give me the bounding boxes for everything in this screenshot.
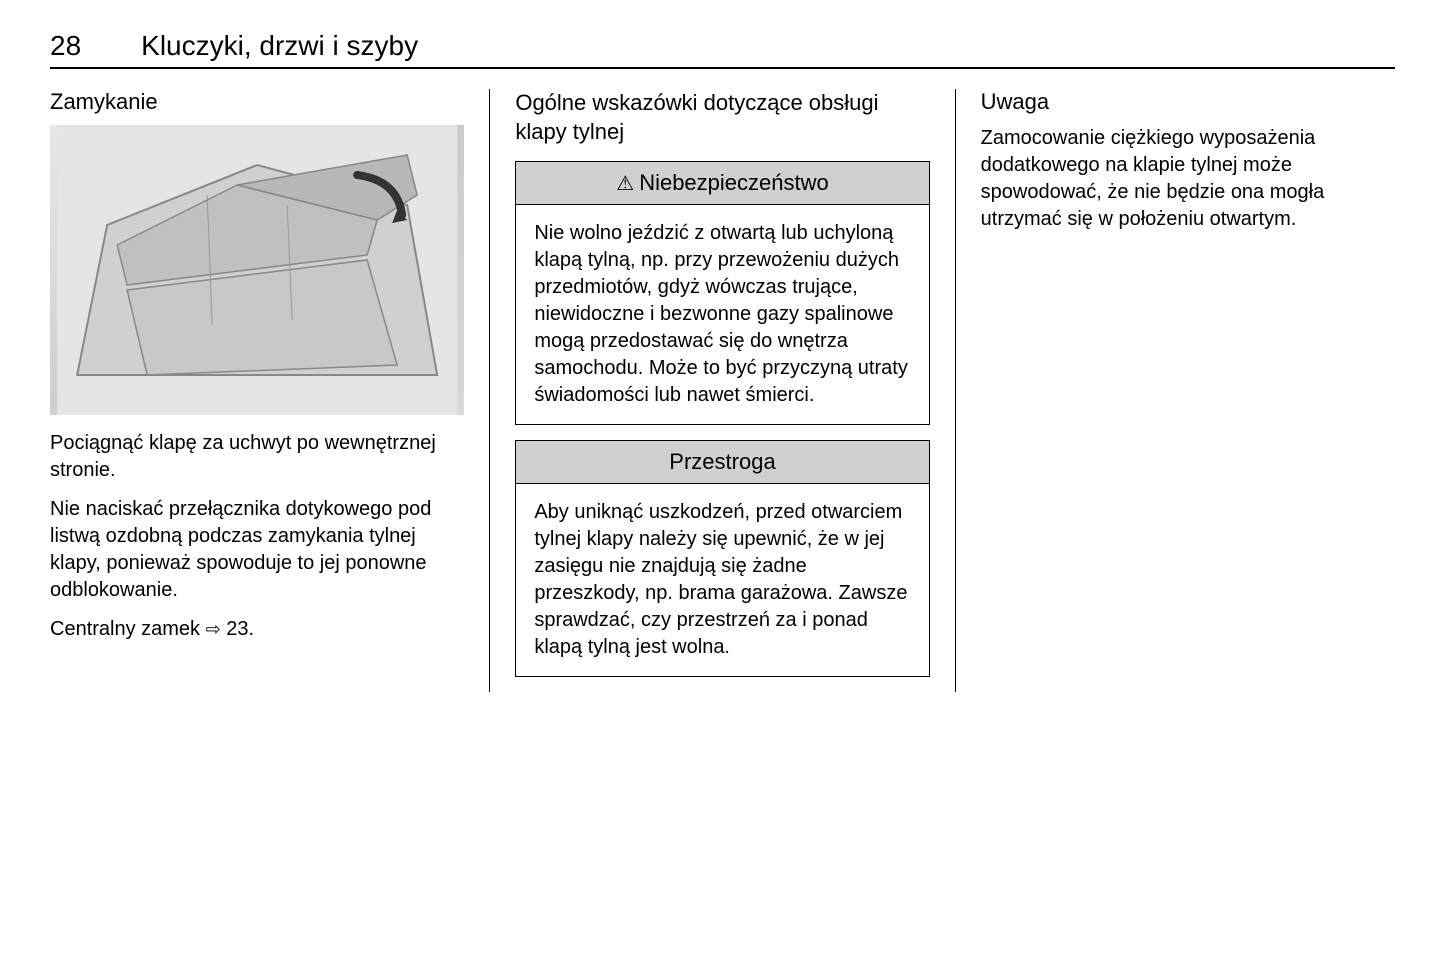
car-trunk-svg: [50, 125, 464, 415]
danger-box: ⚠Niebezpieczeństwo Nie wolno jeździć z o…: [515, 161, 929, 425]
caution-box-body: Aby uniknąć uszkodzeń, przed otwarciem t…: [516, 484, 928, 676]
col1-para2: Nie naciskać przełącznika dotykowego pod…: [50, 496, 464, 604]
danger-title: Niebezpieczeństwo: [639, 170, 829, 196]
col1-para3-prefix: Centralny zamek: [50, 618, 206, 640]
caution-box-header: Przestroga: [516, 441, 928, 484]
col3-heading: Uwaga: [981, 89, 1395, 115]
caution-box: Przestroga Aby uniknąć uszkodzeń, przed …: [515, 440, 929, 677]
column-2: Ogólne wskazówki dotyczące obsługi klapy…: [490, 89, 955, 692]
caution-title: Przestroga: [669, 449, 775, 475]
content-columns: Zamykanie Pociągnąć klapę za uchwyt po w…: [50, 89, 1395, 692]
chapter-title: Kluczyki, drzwi i szyby: [141, 30, 418, 62]
col1-para3: Centralny zamek ⇨ 23.: [50, 616, 464, 643]
danger-box-body: Nie wolno jeździć z otwartą lub uchyloną…: [516, 205, 928, 424]
trunk-illustration: [50, 125, 464, 415]
danger-box-header: ⚠Niebezpieczeństwo: [516, 162, 928, 205]
col1-heading: Zamykanie: [50, 89, 464, 115]
column-3: Uwaga Zamocowanie ciężkiego wyposażenia …: [956, 89, 1395, 692]
page-number: 28: [50, 30, 81, 62]
col3-para1: Zamocowanie ciężkiego wyposażenia dodatk…: [981, 125, 1395, 233]
column-1: Zamykanie Pociągnąć klapę za uchwyt po w…: [50, 89, 490, 692]
page-header: 28 Kluczyki, drzwi i szyby: [50, 30, 1395, 69]
col1-para1: Pociągnąć klapę za uchwyt po wewnętrznej…: [50, 430, 464, 484]
col2-heading: Ogólne wskazówki dotyczące obsługi klapy…: [515, 89, 929, 146]
col1-para3-ref: 23.: [226, 618, 254, 640]
warning-triangle-icon: ⚠: [616, 171, 634, 196]
reference-icon: ⇨: [206, 617, 221, 641]
